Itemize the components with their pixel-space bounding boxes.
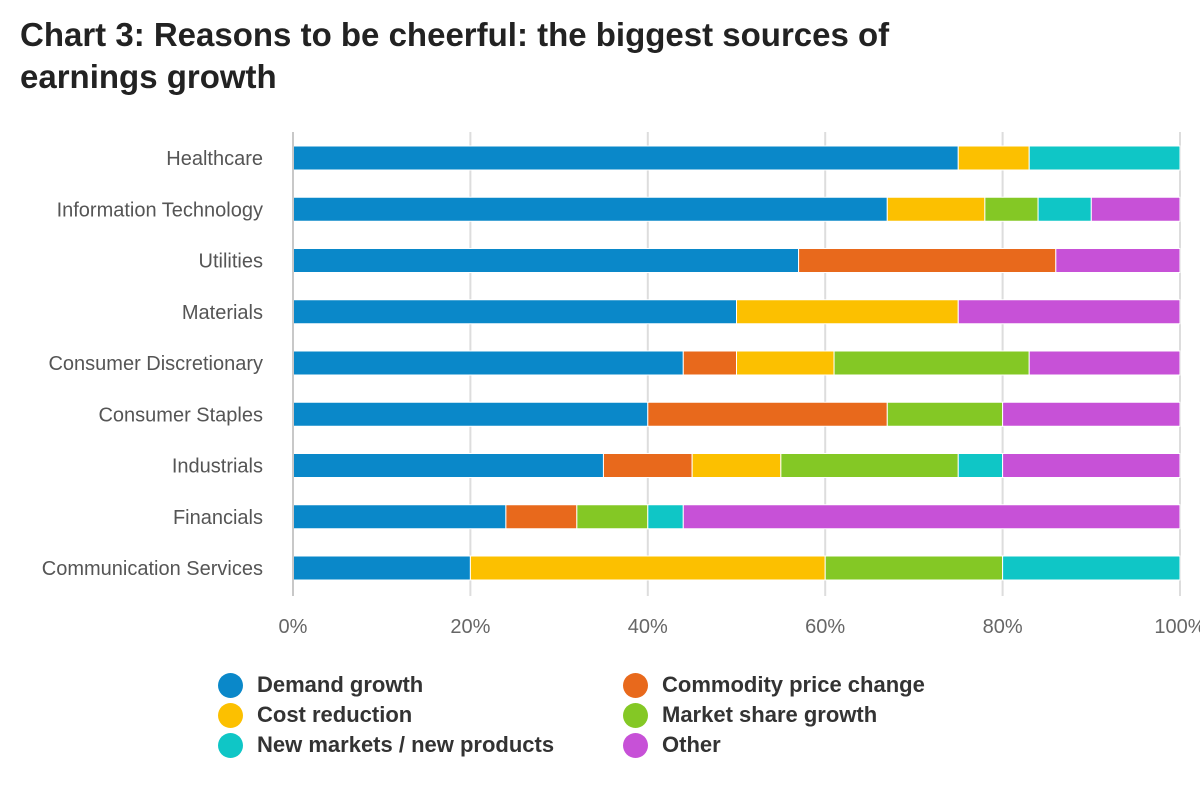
bar-segment-commodity-price-change [505, 504, 578, 530]
bar-segment-cost-reduction [886, 196, 986, 222]
chart-title: Chart 3: Reasons to be cheerful: the big… [20, 16, 890, 95]
legend-label: Other [662, 732, 721, 757]
legend-label: Commodity price change [662, 672, 925, 697]
x-tick-label: 20% [450, 616, 490, 638]
category-labels: Healthcare Information Technology Utilitie… [42, 148, 263, 580]
bar-segment-new-markets-new-products [957, 453, 1004, 478]
bar-segment-other [1002, 401, 1181, 427]
category-label: Healthcare [166, 148, 263, 170]
bar-segment-cost-reduction [691, 453, 782, 478]
category-label: Utilities [199, 251, 263, 273]
bar-segment-other [1002, 453, 1181, 478]
bar-segment-new-markets-new-products [1002, 555, 1181, 581]
bar-segment-new-markets-new-products [1037, 196, 1092, 222]
bar-segment-market-share-growth [886, 401, 1004, 427]
legend-item-other[interactable]: Other [623, 732, 1028, 758]
category-label: Industrials [172, 456, 263, 478]
legend-label: Market share growth [662, 702, 878, 727]
category-label: Consumer Discretionary [48, 353, 263, 375]
bar-segment-commodity-price-change [602, 453, 693, 478]
category-label: Communication Services [42, 558, 263, 580]
bar-segment-cost-reduction [469, 555, 826, 581]
bar-segment-other [957, 299, 1181, 325]
legend-swatch [623, 672, 648, 698]
legend: Demand growth Commodity price change Cos… [218, 672, 1038, 758]
bar-segment-commodity-price-change [682, 350, 738, 376]
bar-segment-commodity-price-change [798, 248, 1057, 273]
legend-label: Demand growth [257, 672, 424, 697]
category-label: Materials [182, 302, 263, 324]
bar-segment-demand-growth [292, 401, 649, 427]
category-label: Financials [173, 507, 263, 529]
bars [292, 145, 1181, 581]
legend-item-demand-growth[interactable]: Demand growth [218, 672, 623, 698]
bar-segment-market-share-growth [576, 504, 649, 530]
bar-segment-demand-growth [292, 555, 471, 581]
x-tick-label: 0% [279, 616, 308, 638]
category-label: Information Technology [57, 199, 263, 221]
legend-swatch [623, 732, 648, 758]
legend-swatch [218, 732, 243, 758]
x-tick-label: 60% [805, 616, 845, 638]
x-tick-label: 100% [1154, 616, 1200, 638]
bar-segment-market-share-growth [824, 555, 1004, 581]
bar-segment-demand-growth [292, 145, 959, 171]
legend-swatch [218, 702, 243, 728]
bar-segment-cost-reduction [957, 145, 1030, 171]
bar-segment-demand-growth [292, 350, 684, 376]
legend-swatch [218, 672, 243, 698]
bar-segment-demand-growth [292, 248, 800, 273]
legend-label: New markets / new products [257, 732, 555, 757]
bar-segment-commodity-price-change [647, 401, 888, 427]
bar-segment-other [682, 504, 1181, 530]
legend-item-market-share-growth[interactable]: Market share growth [623, 702, 1028, 728]
x-tick-label: 80% [983, 616, 1023, 638]
bar-segment-other [1090, 196, 1181, 222]
bar-segment-new-markets-new-products [1028, 145, 1181, 171]
bar-segment-cost-reduction [736, 299, 959, 325]
bar-segment-demand-growth [292, 504, 507, 530]
legend-swatch [623, 702, 648, 728]
bar-segment-market-share-growth [780, 453, 959, 478]
x-axis-ticks: 0% 20% 40% 60% 80% 100% [279, 616, 1200, 638]
bar-segment-demand-growth [292, 453, 604, 478]
bar-segment-cost-reduction [736, 350, 835, 376]
bar-segment-other [1028, 350, 1181, 376]
category-label: Consumer Staples [98, 404, 263, 426]
legend-label: Cost reduction [257, 702, 413, 727]
bar-segment-market-share-growth [984, 196, 1039, 222]
bar-segment-new-markets-new-products [647, 504, 684, 530]
bar-segment-market-share-growth [833, 350, 1030, 376]
legend-item-commodity-price-change[interactable]: Commodity price change [623, 672, 1028, 698]
bar-segment-demand-growth [292, 196, 888, 222]
legend-item-cost-reduction[interactable]: Cost reduction [218, 702, 623, 728]
bar-segment-other [1055, 248, 1181, 273]
legend-item-new-markets-new-products[interactable]: New markets / new products [218, 732, 623, 758]
bar-segment-demand-growth [292, 299, 737, 325]
x-tick-label: 40% [628, 616, 668, 638]
